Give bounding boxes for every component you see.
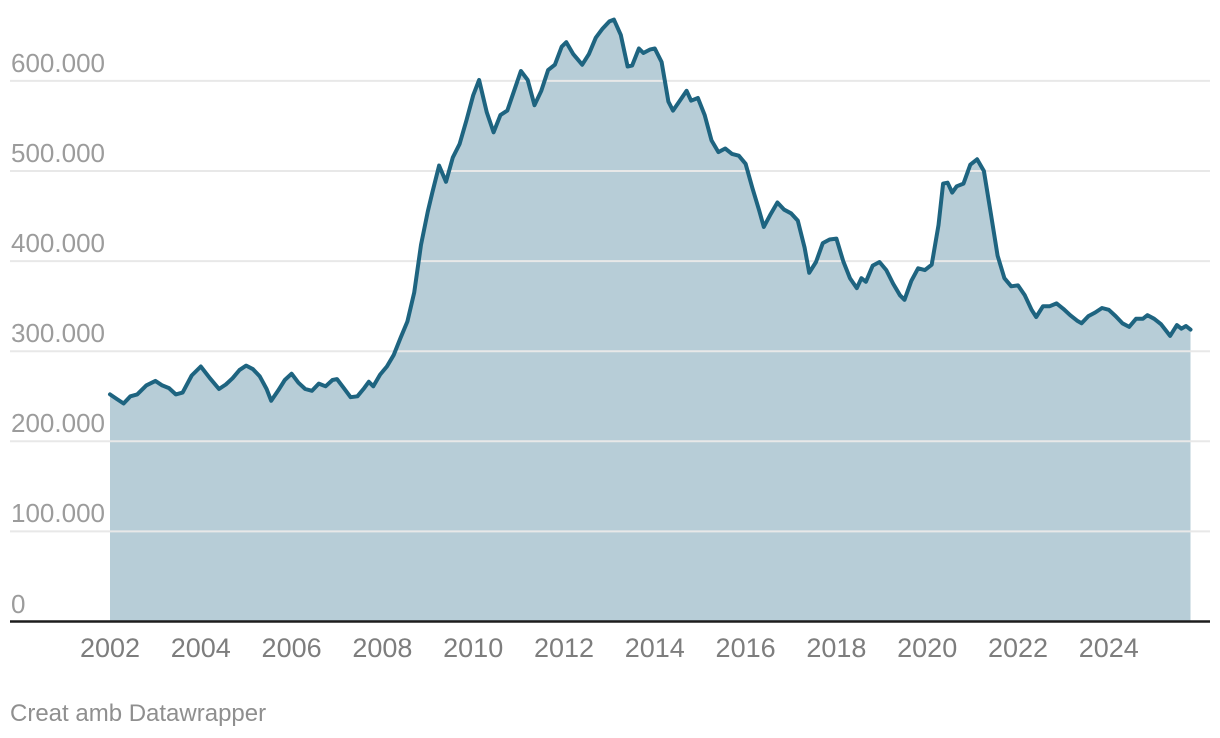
x-tick-label: 2002 (79, 633, 141, 663)
y-tick-label: 100.000 (11, 498, 105, 529)
x-tick-label: 2010 (443, 633, 504, 663)
x-tick-label: 2014 (624, 633, 685, 663)
y-tick-label: 200.000 (11, 408, 105, 439)
y-tick-label: 500.000 (11, 138, 105, 168)
x-tick-label: 2020 (897, 633, 958, 663)
x-tick-label: 2008 (352, 633, 413, 663)
datawrapper-credit-link[interactable]: Creat amb Datawrapper (10, 700, 267, 727)
y-tick-label: 600.000 (11, 47, 105, 78)
x-tick-label: 2006 (261, 633, 322, 663)
x-tick-label: 2022 (987, 633, 1049, 663)
area-fill (110, 19, 1191, 622)
y-tick-label: 400.000 (11, 228, 105, 259)
x-tick-label: 2018 (806, 633, 867, 663)
y-tick-label: 300.000 (11, 318, 105, 349)
x-tick-label: 2012 (533, 633, 595, 663)
y-tick-label: 0 (11, 588, 26, 619)
x-tick-label: 2004 (170, 633, 231, 663)
x-tick-label: 2024 (1078, 633, 1139, 663)
trend-line (108, 17, 1193, 406)
y-gridlines (10, 79, 1210, 533)
x-tick-label: 2016 (715, 633, 776, 663)
